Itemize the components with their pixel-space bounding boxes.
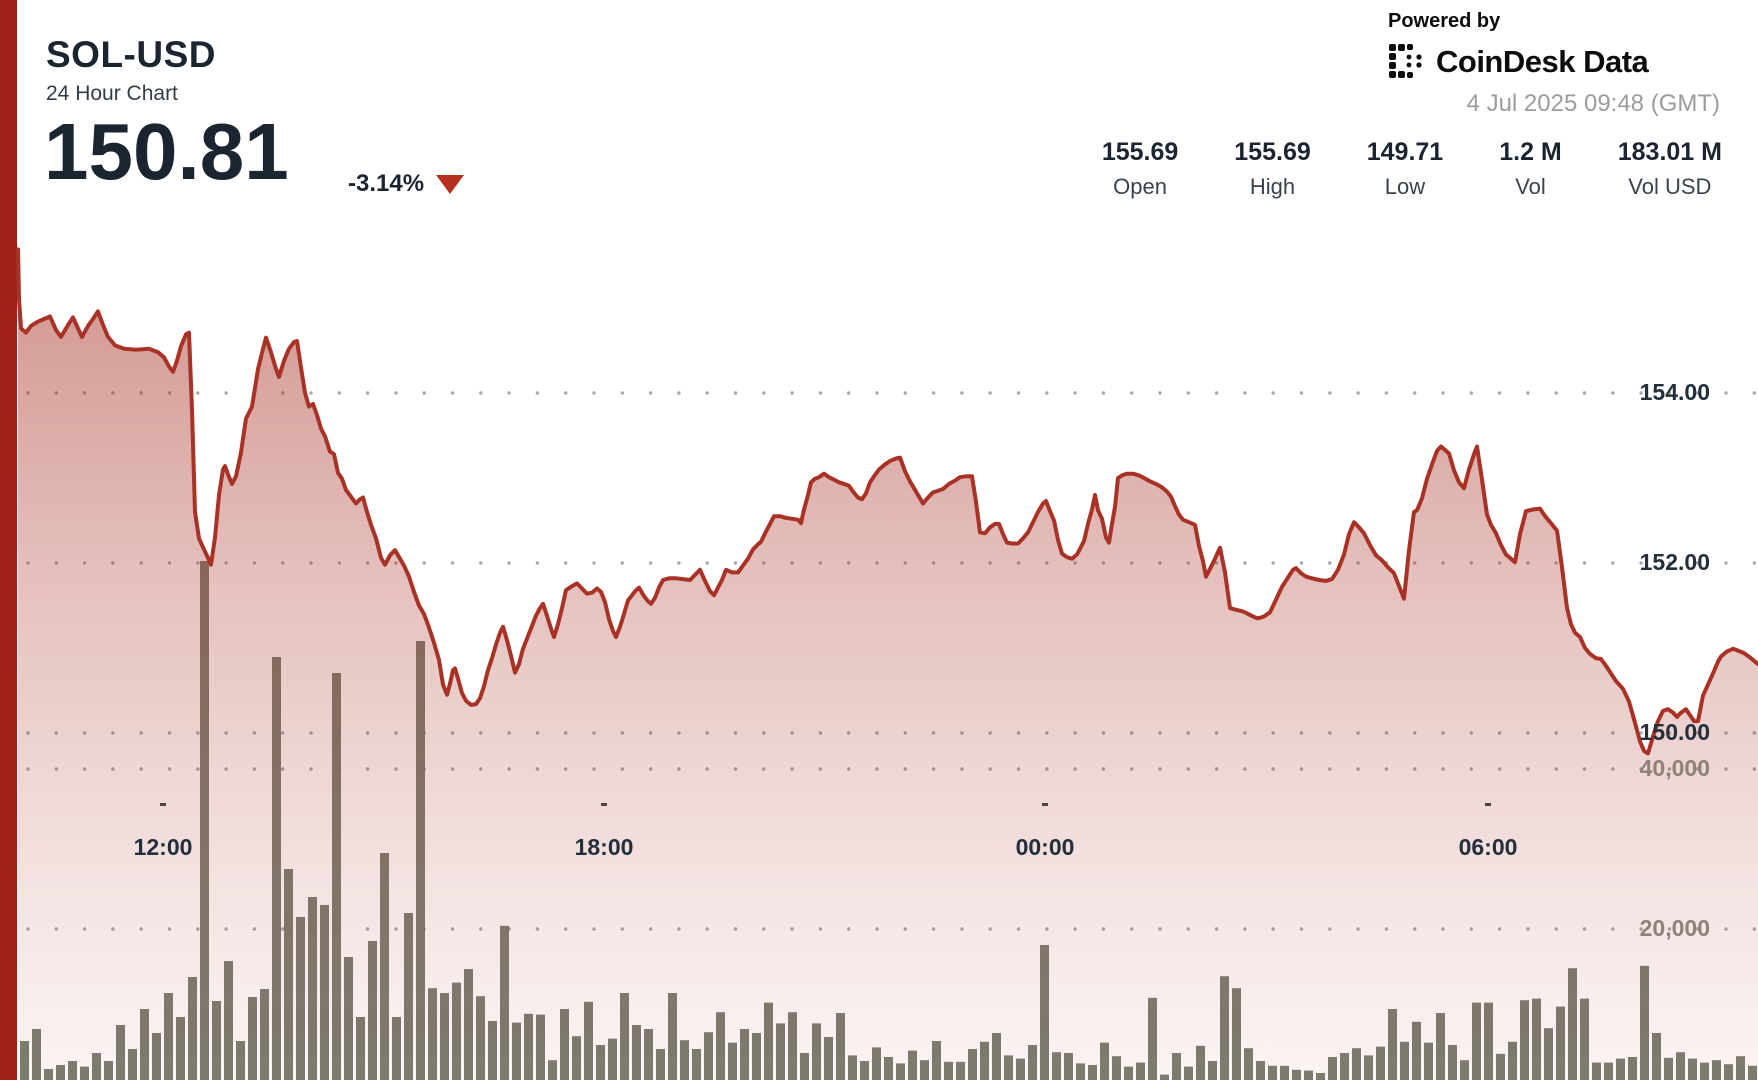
title-block: SOL-USD 24 Hour Chart [46,34,216,106]
left-accent-bar [0,0,17,1080]
coindesk-brand-row: CoinDesk Data [1388,43,1720,81]
time-axis-tick: 06:00 [1458,834,1518,860]
stat-label: Vol [1515,174,1546,199]
time-axis-tick: 18:00 [574,834,634,860]
attribution-block: Powered by CoinDesk Data 4 Jul 2025 09:4… [1388,10,1720,118]
stat-vol: 1.2 M Vol [1499,138,1562,200]
stat-open: 155.69 Open [1102,138,1178,200]
stat-high: 155.69 High [1234,138,1310,200]
current-price: 150.81 [44,107,289,196]
price-change: -3.14% [348,170,465,198]
price-change-pct: -3.14% [348,170,425,197]
stat-label: Open [1113,174,1167,199]
symbol-title: SOL-USD [46,34,216,75]
stat-value: 155.69 [1234,138,1311,166]
stat-label: High [1249,174,1296,199]
stat-value: 1.2 M [1499,138,1562,166]
time-axis-tick: 00:00 [1015,834,1075,860]
chart-subtitle: 24 Hour Chart [46,82,178,105]
volume-axis-tick: 20,000 [1639,915,1710,941]
stat-value: 155.69 [1101,138,1179,166]
stat-label: Vol USD [1628,174,1712,199]
price-axis-tick: 152.00 [1639,549,1710,575]
stat-value: 149.71 [1366,138,1444,166]
coindesk-brand-text: CoinDesk Data [1436,44,1649,79]
stat-value: 183.01 M [1617,138,1722,166]
price-axis-tick: 150.00 [1639,719,1710,745]
volume-axis-tick: 40,000 [1639,755,1710,781]
price-axis-tick: 154.00 [1639,379,1710,405]
powered-by-label: Powered by [1388,10,1501,32]
stat-low: 149.71 Low [1367,138,1443,200]
coindesk-logo-icon [1389,44,1422,78]
stat-label: Low [1384,174,1426,199]
ohlc-stats-row: 155.69 Open 155.69 High 149.71 Low 1.2 M Vol 183… [1102,138,1722,200]
chart-timestamp: 4 Jul 2025 09:48 (GMT) [1466,90,1720,117]
stat-vol-usd: 183.01 M Vol USD [1618,138,1722,200]
time-axis-tick: 12:00 [133,834,193,860]
price-down-triangle-icon [436,174,465,194]
